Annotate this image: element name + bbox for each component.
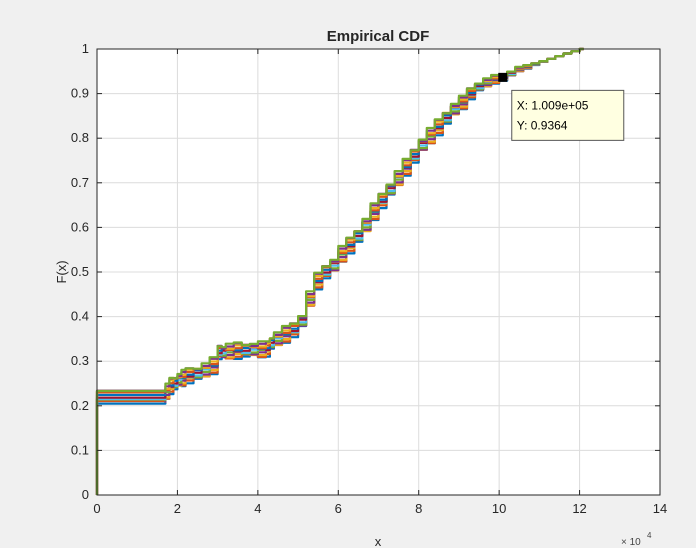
datatip-y-text: Y: 0.9364 xyxy=(517,118,568,132)
datatip-box xyxy=(511,89,625,141)
y-tick-label: 1 xyxy=(82,41,89,56)
datatip[interactable]: X: 1.009e+05 Y: 0.9364 xyxy=(498,72,625,141)
y-tick-label: 0.6 xyxy=(71,219,89,234)
x-tick-label: 4 xyxy=(254,501,261,516)
y-tick-label: 0.3 xyxy=(71,353,89,368)
x-tick-label: 0 xyxy=(93,501,100,516)
y-tick-label: 0 xyxy=(82,487,89,502)
datatip-x-text: X: 1.009e+05 xyxy=(517,98,589,112)
x-tick-label: 2 xyxy=(174,501,181,516)
x-tick-labels: 0 2 4 6 8 10 12 14 xyxy=(93,501,667,516)
y-axis-label: F(x) xyxy=(54,260,69,283)
y-tick-label: 0.4 xyxy=(71,309,89,324)
x-tick-label: 14 xyxy=(653,501,667,516)
datatip-marker[interactable] xyxy=(498,72,508,82)
y-tick-label: 0.9 xyxy=(71,86,89,101)
x-axis-label: x xyxy=(375,534,382,548)
x-tick-label: 8 xyxy=(415,501,422,516)
x-exponent-power: 4 xyxy=(647,531,652,540)
x-tick-label: 6 xyxy=(335,501,342,516)
y-tick-label: 0.8 xyxy=(71,130,89,145)
y-tick-label: 0.1 xyxy=(71,442,89,457)
chart-title: Empirical CDF xyxy=(327,28,430,45)
y-tick-labels: 0 0.1 0.2 0.3 0.4 0.5 0.6 0.7 0.8 0.9 1 xyxy=(71,41,89,502)
y-tick-label: 0.2 xyxy=(71,398,89,413)
x-exponent-label: × 10 xyxy=(621,537,641,548)
y-tick-label: 0.5 xyxy=(71,264,89,279)
x-tick-label: 10 xyxy=(492,501,506,516)
x-tick-label: 12 xyxy=(572,501,586,516)
axis-ticks xyxy=(96,48,661,496)
y-tick-label: 0.7 xyxy=(71,175,89,190)
